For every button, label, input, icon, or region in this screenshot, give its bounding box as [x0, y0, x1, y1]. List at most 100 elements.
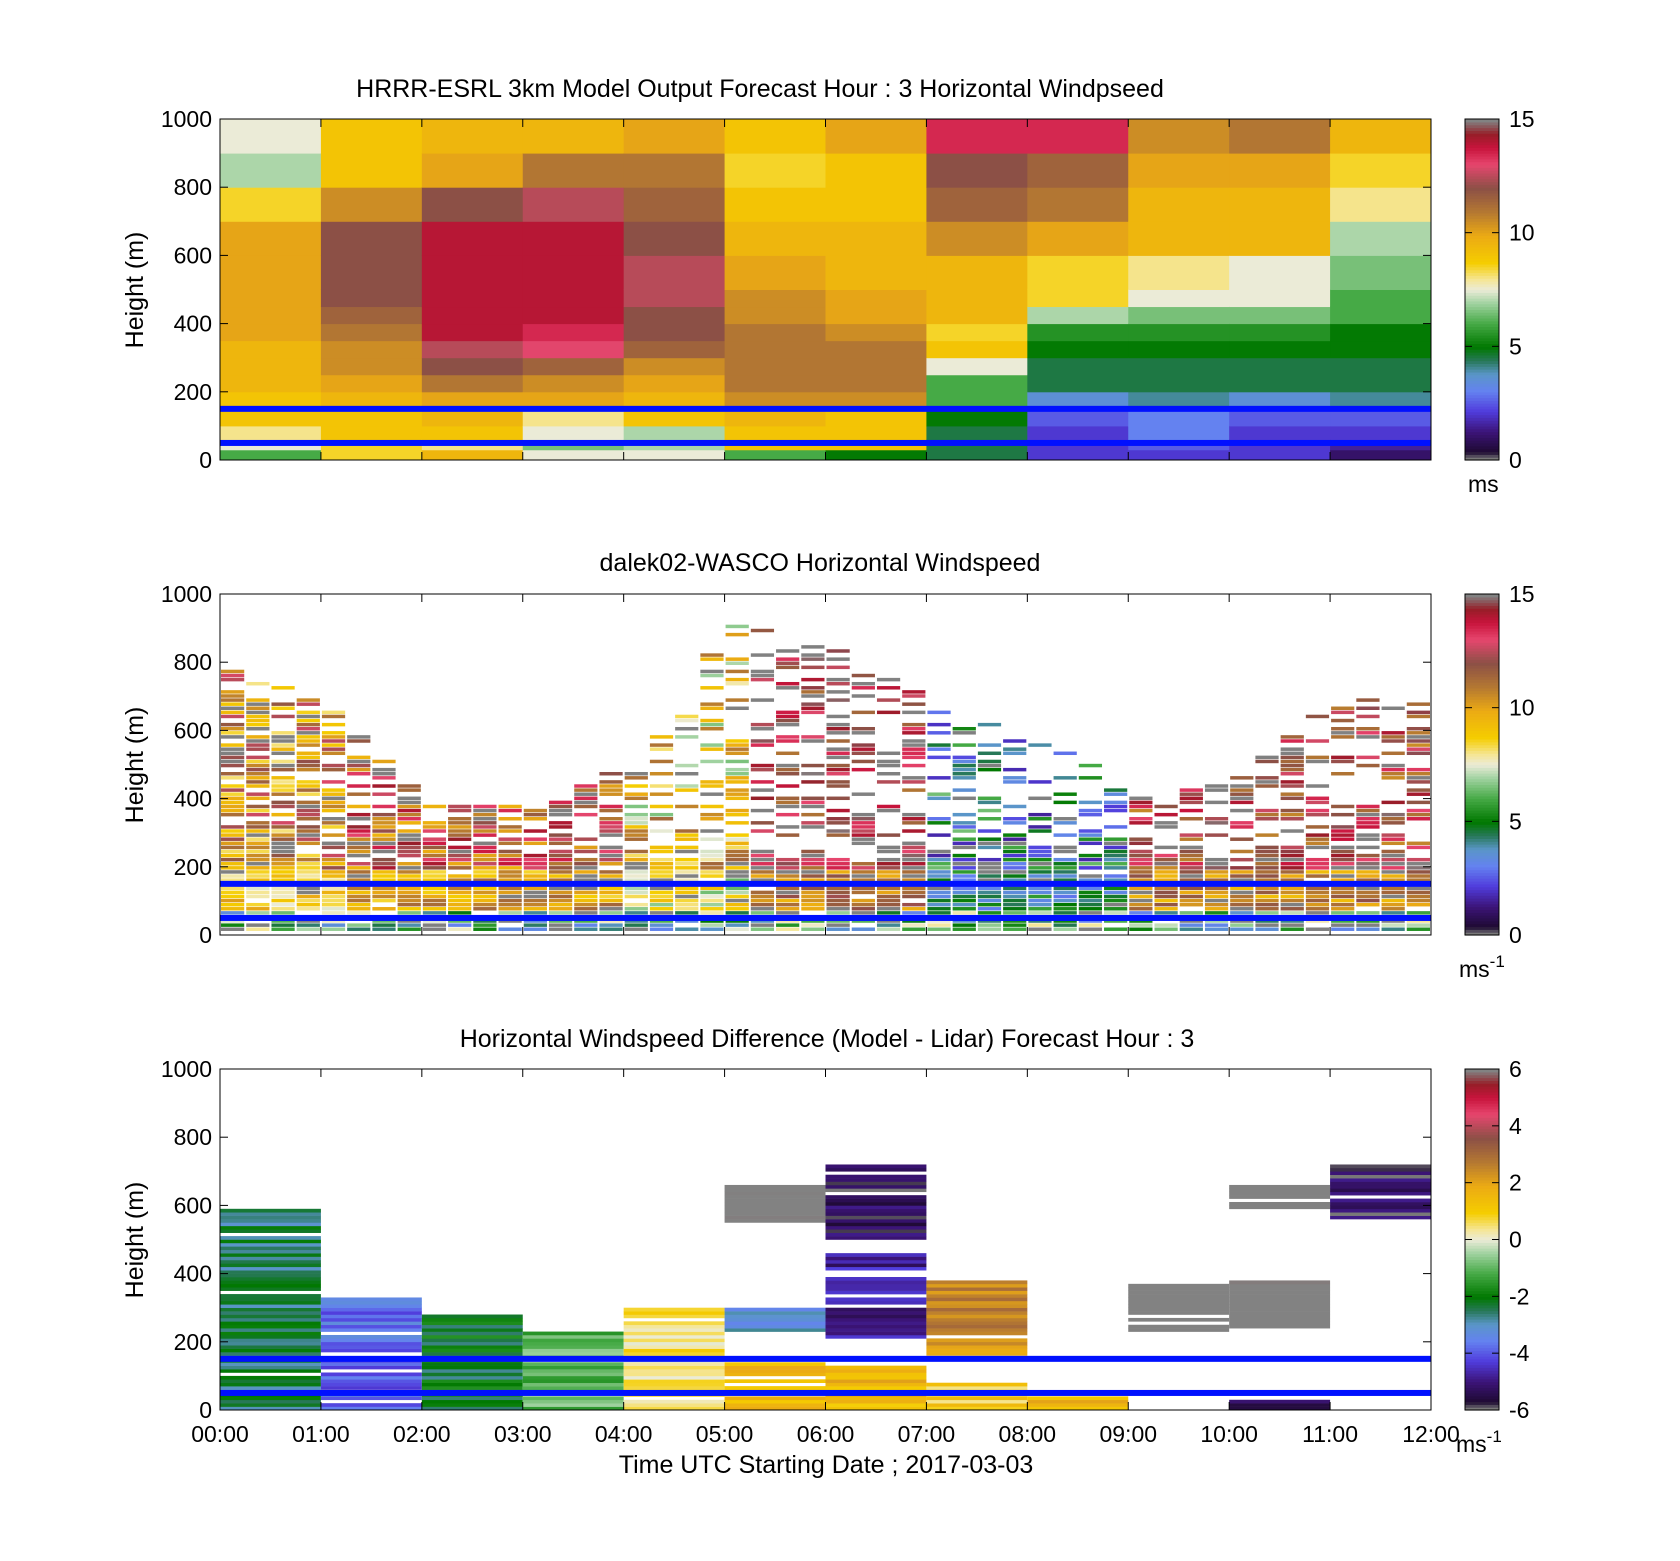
colorbar-segment [1465, 1279, 1499, 1283]
heatmap-cell [902, 927, 926, 931]
heatmap-cell [1078, 894, 1103, 899]
heatmap-cell [927, 833, 951, 837]
heatmap-cell [952, 927, 976, 931]
colorbar-segment [1465, 773, 1499, 777]
heatmap-cell [271, 829, 295, 833]
heatmap-cell [548, 812, 573, 817]
heatmap-cell [902, 702, 926, 706]
heatmap-cell [271, 792, 295, 796]
heatmap-cell [1331, 911, 1355, 915]
heatmap-cell [1104, 804, 1128, 809]
heatmap-cell [1078, 800, 1103, 805]
heatmap-cell [1331, 894, 1355, 899]
heatmap-cell [220, 1365, 321, 1370]
heatmap-cell [724, 425, 826, 441]
heatmap-cell [851, 731, 875, 735]
heatmap-cell [624, 919, 648, 923]
heatmap-cell [422, 898, 447, 903]
heatmap-cell [927, 866, 951, 870]
y-tick-label: 0 [199, 922, 212, 948]
colorbar-segment [1465, 263, 1499, 268]
heatmap-cell [296, 923, 320, 927]
colorbar-segment [1465, 832, 1499, 837]
heatmap-cell [952, 731, 976, 735]
heatmap-cell [624, 837, 648, 841]
colorbar-segment [1465, 926, 1499, 930]
heatmap-cell [1356, 812, 1380, 817]
heatmap-cell [1229, 1188, 1331, 1193]
heatmap-cell [347, 804, 371, 809]
heatmap-cell [522, 408, 625, 427]
heatmap-cell [448, 829, 472, 833]
heatmap-cell [1003, 821, 1027, 825]
heatmap-cell [776, 784, 800, 788]
heatmap-cell [851, 812, 875, 817]
heatmap-cell [776, 710, 800, 715]
heatmap-cell [724, 357, 826, 376]
colorbar-tick-label: 0 [1509, 1227, 1522, 1253]
heatmap-cell [977, 886, 1002, 891]
heatmap-cell [1128, 408, 1230, 427]
colorbar-segment [1465, 1157, 1499, 1161]
heatmap-cell [724, 1399, 826, 1404]
colorbar-segment [1465, 608, 1499, 612]
heatmap-cell [320, 1314, 422, 1319]
heatmap-cell [221, 923, 245, 927]
heatmap-cell [246, 726, 270, 731]
heatmap-cell [1330, 1164, 1431, 1169]
heatmap-cell [1128, 425, 1230, 441]
heatmap-cell [952, 837, 976, 841]
heatmap-cell [246, 776, 270, 780]
heatmap-cell [1280, 853, 1304, 858]
heatmap-cell [448, 902, 472, 907]
heatmap-cell [1330, 1184, 1431, 1189]
heatmap-cell [776, 927, 800, 931]
heatmap-cell [448, 919, 472, 923]
heatmap-cell [1078, 911, 1103, 915]
heatmap-cell [1154, 878, 1178, 882]
heatmap-cell [421, 1362, 523, 1366]
heatmap-cell [825, 1277, 927, 1281]
colorbar-tick-label: 10 [1509, 220, 1535, 246]
heatmap-cell [522, 1352, 624, 1356]
heatmap-cell [422, 849, 447, 854]
heatmap-cell [825, 1256, 927, 1261]
heatmap-cell [347, 792, 371, 796]
heatmap-cell [246, 698, 270, 702]
heatmap-cell [776, 722, 800, 727]
heatmap-cell [1305, 898, 1330, 903]
heatmap-cell [700, 718, 724, 723]
heatmap-cell [1255, 894, 1279, 899]
heatmap-cell [700, 894, 724, 899]
colorbar-segment [1465, 130, 1499, 134]
heatmap-cell [522, 255, 625, 290]
heatmap-cell [1128, 323, 1230, 342]
heatmap-cell [927, 857, 951, 862]
heatmap-cell [725, 808, 749, 813]
heatmap-cell [1027, 1406, 1129, 1411]
heatmap-cell [649, 894, 674, 899]
heatmap-cell [725, 886, 749, 891]
heatmap-cell [1154, 804, 1178, 809]
heatmap-cell [1179, 902, 1203, 907]
heatmap-cell [599, 833, 623, 837]
x-tick-label: 04:00 [595, 1421, 653, 1447]
heatmap-cell [1406, 788, 1430, 792]
colorbar-tick-label: 5 [1509, 333, 1522, 359]
heatmap-cell [926, 1345, 1028, 1349]
heatmap-cell [321, 862, 346, 866]
heatmap-cell [1129, 841, 1153, 846]
heatmap-cell [700, 874, 724, 878]
colorbar-segment [1465, 704, 1499, 709]
heatmap-cell [825, 1266, 927, 1271]
colorbar-segment [1465, 1313, 1499, 1317]
heatmap-cell [724, 1311, 826, 1315]
heatmap-cell [422, 907, 447, 911]
heatmap-cell [977, 923, 1002, 927]
colorbar-segment [1465, 1364, 1499, 1368]
heatmap-cell [776, 898, 800, 903]
heatmap-cell [750, 853, 775, 858]
heatmap-cell [320, 221, 423, 256]
heatmap-cell [926, 1328, 1028, 1332]
heatmap-cell [220, 1208, 321, 1213]
